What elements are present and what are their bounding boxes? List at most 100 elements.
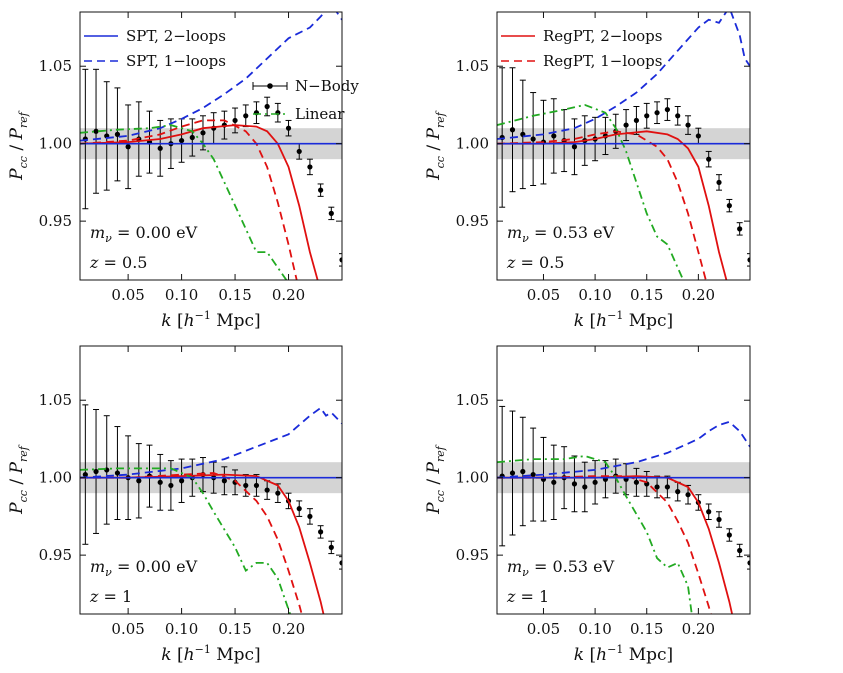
nbody-point — [551, 479, 557, 485]
nbody-point — [737, 226, 743, 232]
series-linear — [497, 455, 693, 614]
series-linear — [80, 124, 288, 280]
legend-item: SPT, 2−loops — [84, 27, 226, 45]
chart-panel-bottom-right: 0.05 0.10 0.15 0.20 0.95 1.00 1.05 k [h−1 Mpc] P… — [424, 345, 751, 665]
nbody-point — [93, 128, 99, 134]
nbody-point — [654, 484, 660, 490]
plot-area — [497, 12, 750, 280]
chart-panel-top-right: 0.05 0.10 0.15 0.20 0.95 1.00 1.05 k [h−1 Mpc] P… — [424, 11, 751, 331]
nbody-point — [675, 489, 681, 495]
nbody-point — [664, 106, 670, 113]
legend-label: SPT, 1−loops — [126, 52, 226, 70]
y-tick-label: 1.00 — [456, 135, 489, 153]
nbody-point — [232, 117, 238, 124]
nbody-point — [264, 487, 270, 493]
nbody-point — [685, 492, 691, 498]
y-tick-label: 1.00 — [39, 469, 72, 487]
nbody-point — [307, 513, 313, 520]
x-axis-label: k [h−1 Mpc] — [574, 643, 673, 665]
nbody-point — [296, 148, 302, 155]
nbody-point — [82, 471, 88, 478]
y-tick-label: 0.95 — [456, 212, 489, 230]
nbody-point — [168, 482, 174, 489]
plot-area — [80, 404, 342, 614]
chart-panel-top-left: 0.05 0.10 0.15 0.20 0.95 1.00 1.05 k [h−1 Mpc] P… — [7, 11, 359, 331]
y-tick-label: 0.95 — [39, 212, 72, 230]
series-linear — [80, 467, 292, 614]
x-tick-label: 0.15 — [630, 620, 663, 638]
y-axis-label: Pcc / Pref — [424, 444, 447, 515]
nbody-point — [633, 117, 640, 124]
nbody-point — [623, 122, 629, 128]
nbody-point — [93, 468, 99, 475]
chart-panel-bottom-left: 0.05 0.10 0.15 0.20 0.95 1.00 1.05 k [h−1 Mpc] P… — [7, 345, 343, 665]
nbody-point — [530, 471, 536, 478]
plot-frame — [79, 11, 343, 281]
nbody-point — [296, 506, 302, 512]
y-tick-label: 1.05 — [39, 57, 72, 75]
nbody-point — [644, 113, 650, 119]
nbody-point — [726, 532, 732, 538]
x-tick-label: 0.20 — [272, 620, 305, 638]
legend-label: SPT, 2−loops — [126, 27, 226, 45]
y-axis-label: Pcc / Pref — [424, 110, 447, 181]
nbody-point — [136, 478, 142, 484]
x-tick-label: 0.15 — [218, 286, 251, 304]
nbody-point — [328, 210, 334, 216]
nbody-point — [339, 257, 342, 263]
x-tick-label: 0.20 — [682, 286, 715, 304]
nbody-point — [747, 560, 750, 566]
y-tick-label: 1.05 — [39, 391, 72, 409]
nbody-point — [243, 482, 249, 489]
nbody-point — [285, 125, 292, 131]
nbody-point — [747, 257, 750, 263]
annotation-redshift: z = 0.5 — [89, 253, 147, 272]
nbody-point — [520, 468, 526, 475]
nbody-point — [582, 484, 588, 490]
x-tick-label: 0.10 — [578, 620, 611, 638]
y-tick-label: 0.95 — [456, 546, 489, 564]
x-tick-label: 0.20 — [272, 286, 305, 304]
plot-area — [80, 12, 342, 280]
x-tick-label: 0.20 — [682, 620, 715, 638]
x-tick-label: 0.10 — [578, 286, 611, 304]
x-tick-label: 0.05 — [527, 286, 560, 304]
nbody-point — [706, 509, 712, 515]
nbody-point — [685, 122, 691, 128]
nbody-point — [675, 113, 681, 119]
x-tick-label: 0.10 — [165, 286, 198, 304]
legend-point — [267, 83, 273, 89]
x-tick-label: 0.05 — [527, 620, 560, 638]
x-tick-label: 0.15 — [218, 620, 251, 638]
nbody-point — [509, 127, 516, 133]
x-tick-label: 0.15 — [630, 286, 663, 304]
x-axis-label: k [h−1 Mpc] — [161, 643, 260, 665]
nbody-point — [633, 479, 640, 485]
nbody-point — [592, 479, 598, 485]
annotation-redshift: z = 1 — [506, 587, 549, 606]
x-axis-label: k [h−1 Mpc] — [574, 309, 673, 331]
x-tick-label: 0.10 — [165, 620, 198, 638]
nbody-point — [530, 136, 536, 142]
nbody-point — [243, 113, 249, 119]
nbody-point — [221, 478, 227, 484]
nbody-point — [114, 470, 121, 476]
nbody-point — [264, 103, 270, 110]
series-spt-1-loop — [80, 406, 342, 479]
series-2-loops — [497, 130, 728, 280]
nbody-point — [571, 144, 578, 150]
y-tick-label: 1.00 — [456, 469, 489, 487]
nbody-point — [737, 547, 743, 554]
nbody-point — [307, 164, 313, 170]
plot-area — [497, 405, 750, 614]
plot-frame — [496, 345, 751, 615]
nbody-point — [253, 482, 260, 489]
nbody-point — [114, 131, 121, 137]
legend-label: RegPT, 2−loops — [543, 27, 662, 45]
y-tick-label: 1.05 — [456, 57, 489, 75]
series-spt-1-loop — [497, 420, 750, 479]
plot-frame — [496, 11, 751, 281]
nbody-point — [275, 490, 281, 496]
legend-label: N−Body — [295, 77, 359, 95]
